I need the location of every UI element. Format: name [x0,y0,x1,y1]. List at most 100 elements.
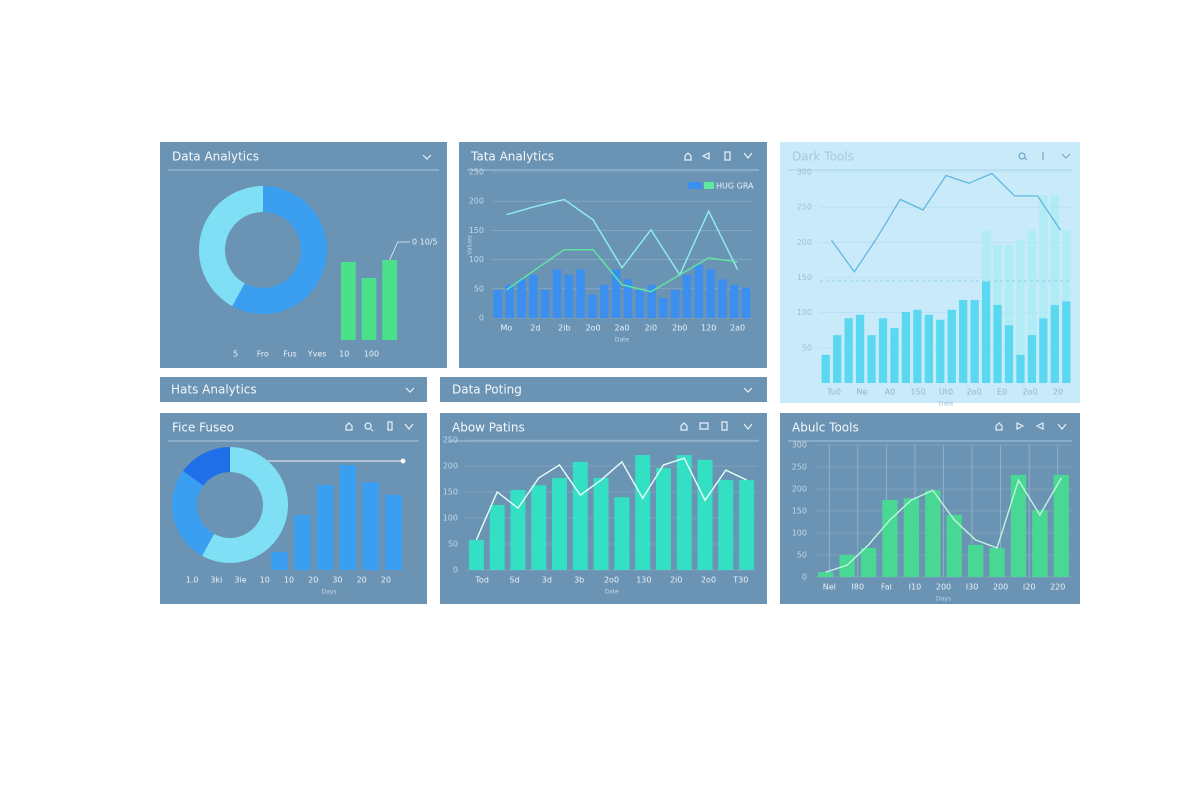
bar [572,461,588,570]
bar [382,260,398,340]
tool-icons[interactable] [1018,152,1071,161]
bar [959,300,968,383]
bar [576,269,585,318]
y-tick-label: 200 [469,197,484,206]
x-tick-label: Mo [501,324,513,333]
x-tick-label: T30 [732,576,748,585]
bar [614,497,630,570]
x-tick-label: 5 [233,350,238,359]
x-tick-label: Fro [257,350,269,359]
bar [936,319,945,383]
panel-title: Dark Tools [792,150,854,164]
bar [510,489,526,570]
bar [844,318,853,383]
x-tick-label: Fus [283,350,296,359]
tool-icons[interactable] [995,422,1067,431]
x-tick-label: 20 [1053,388,1063,397]
y-tick-label: 150 [792,507,807,516]
x-tick-label: 200 [936,583,951,592]
chevron-icon[interactable] [743,387,753,393]
panel-title: Tata Analytics [470,150,554,164]
bar [839,555,855,577]
y-tick-label: 50 [802,343,812,352]
y-tick-label: 200 [792,485,807,494]
tool-icons[interactable] [680,421,753,431]
x-tick-label: 100 [364,350,379,359]
section-title: Data Poting [452,383,522,397]
bar [882,500,898,577]
panel-title: Abow Patins [452,421,525,435]
x-tick-label: Tod [474,576,489,585]
bar [1050,304,1059,383]
bar [659,298,668,318]
y-tick-label: 100 [443,514,458,523]
bar [670,289,680,318]
x-tick-label: 20 [308,576,318,585]
x-tick-label: 10 [284,576,294,585]
x-tick-label: E0 [997,388,1007,397]
bar [529,274,538,318]
bar [903,498,920,577]
x-tick-label: 2ib [558,324,570,333]
y-tick-label: 300 [797,168,812,177]
bar [817,572,834,577]
x-tick-label: 120 [701,324,716,333]
x-tick-label: 3ie [234,576,246,585]
bar [468,539,484,570]
x-tick-label: 2d [530,324,540,333]
x-tick-label: Ne [857,388,868,397]
x-axis-label: Date [604,589,619,596]
chevron-icon[interactable] [405,387,415,393]
overlay-bar [1004,245,1014,383]
bar [385,495,402,570]
x-tick-label: 220 [1050,583,1065,592]
bar [925,490,941,577]
x-tick-label: 2b0 [672,324,687,333]
bar [600,284,609,318]
donut-segment [202,447,288,563]
y-tick-label: 250 [443,436,458,445]
bar [271,552,288,570]
bar [1053,474,1070,577]
chevron-icon[interactable] [422,154,432,160]
tool-icons[interactable] [684,151,753,161]
y-tick-label: 0 [453,566,458,575]
x-tick-label: 1.0 [186,576,199,585]
x-tick-label: Nel [823,583,836,592]
section-bar[interactable] [160,377,427,402]
x-tick-label: 2i0 [670,576,682,585]
bar [855,314,865,383]
tool-icons[interactable] [345,421,414,432]
y-tick-label: 200 [443,462,458,471]
line [506,248,738,293]
overlay-bar [1016,240,1025,383]
legend-swatch [704,182,714,189]
y-tick-label: 150 [797,273,812,282]
y-axis-label: Values [467,235,474,255]
bar [564,274,574,318]
y-tick-label: 300 [792,441,807,450]
bar [676,455,692,570]
donut-segment [232,186,328,314]
x-tick-label: 20 [357,576,367,585]
x-tick-label: Fal [881,583,892,592]
donut-segment [171,470,215,556]
bar [867,335,876,383]
bar [913,309,922,383]
section-bar[interactable] [440,377,767,402]
y-tick-label: 250 [792,463,807,472]
x-tick-label: I30 [966,583,979,592]
x-tick-label: 2o0 [966,388,981,397]
x-tick-label: 2a0 [730,324,745,333]
x-tick-label: 2o0 [701,576,716,585]
bar [694,264,704,318]
section-title: Hats Analytics [171,383,257,397]
target-dot [400,458,406,464]
overlay-bar [1050,195,1059,383]
bar [718,279,727,318]
bar [294,515,311,570]
x-tick-label: Sd [509,576,519,585]
overlay-bar [1027,230,1037,383]
y-tick-label: 0 [479,314,484,323]
